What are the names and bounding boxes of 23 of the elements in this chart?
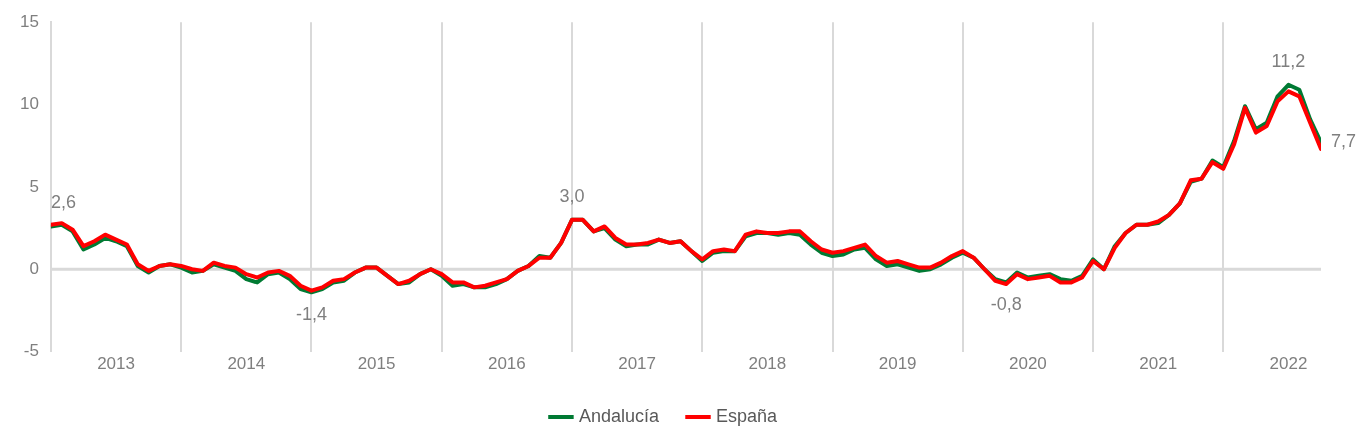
annotation: 3,0	[559, 185, 585, 206]
y-tick-label: 5	[29, 176, 39, 196]
annotation: 11,2	[1271, 50, 1306, 71]
x-tick-label: 2019	[878, 354, 917, 374]
annotation: 7,7	[1331, 131, 1357, 152]
annotation: -1,4	[295, 304, 327, 325]
y-tick-label: 0	[29, 258, 39, 278]
x-tick-label: 2016	[487, 354, 526, 374]
x-tick-label: 2017	[618, 354, 657, 374]
x-tick-label: 2020	[1008, 354, 1047, 374]
x-tick-label: 2013	[97, 354, 135, 374]
y-tick-label: 10	[19, 94, 39, 114]
x-tick-label: 2018	[748, 354, 787, 374]
legend-label: Andalucía	[578, 405, 660, 426]
annotation: 2,6	[50, 192, 76, 213]
x-tick-label: 2022	[1269, 354, 1308, 374]
x-tick-label: 2014	[227, 354, 266, 374]
annotation: -0,8	[990, 294, 1022, 315]
legend-label: España	[716, 405, 779, 426]
x-tick-label: 2021	[1139, 354, 1178, 374]
y-tick-label: 15	[19, 11, 39, 31]
x-tick-label: 2015	[357, 354, 396, 374]
y-tick-label: -5	[23, 341, 39, 361]
